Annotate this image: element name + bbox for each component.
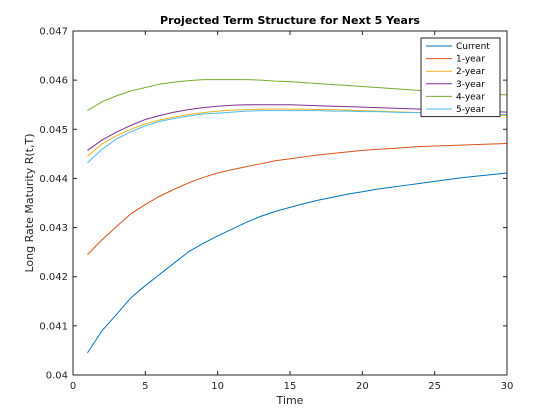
x-tick-label: 10 <box>211 381 224 392</box>
y-tick-label: 0.047 <box>39 27 68 38</box>
series-line-current <box>87 172 508 354</box>
x-tick-label: 25 <box>428 381 441 392</box>
series-line-1-year <box>87 143 508 255</box>
legend-label: 2-year <box>456 67 485 77</box>
legend-label: 5-year <box>456 105 485 115</box>
y-tick-label: 0.046 <box>39 76 68 87</box>
x-axis-label: Time <box>276 394 304 407</box>
y-tick-label: 0.044 <box>39 174 68 185</box>
x-tick-label: 5 <box>142 381 148 392</box>
legend: Current 1-year 2-year 3-year 4-year 5-year <box>420 37 501 118</box>
y-tick-label: 0.045 <box>39 125 68 136</box>
x-tick-label: 20 <box>356 381 369 392</box>
chart-title: Projected Term Structure for Next 5 Year… <box>160 14 420 27</box>
y-axis-label: Long Rate Maturity R(t,T) <box>23 133 36 272</box>
x-tick-label: 0 <box>70 381 76 392</box>
y-tick-label: 0.04 <box>46 371 68 382</box>
y-tick-label: 0.043 <box>39 223 68 234</box>
legend-box <box>420 37 501 118</box>
legend-label: Current <box>456 42 490 52</box>
legend-label: 4-year <box>456 92 485 102</box>
y-tick-label: 0.041 <box>39 321 68 332</box>
x-tick-label: 30 <box>501 381 514 392</box>
y-tick-label: 0.042 <box>39 272 68 283</box>
y-axis-ticks: 0.04 0.041 0.042 0.043 0.044 0.045 0.046 0.047 <box>39 27 507 382</box>
legend-label: 3-year <box>456 80 485 90</box>
legend-label: 1-year <box>456 55 485 65</box>
x-tick-label: 15 <box>284 381 297 392</box>
x-axis-ticks: 0 5 10 15 20 25 30 <box>70 31 514 392</box>
